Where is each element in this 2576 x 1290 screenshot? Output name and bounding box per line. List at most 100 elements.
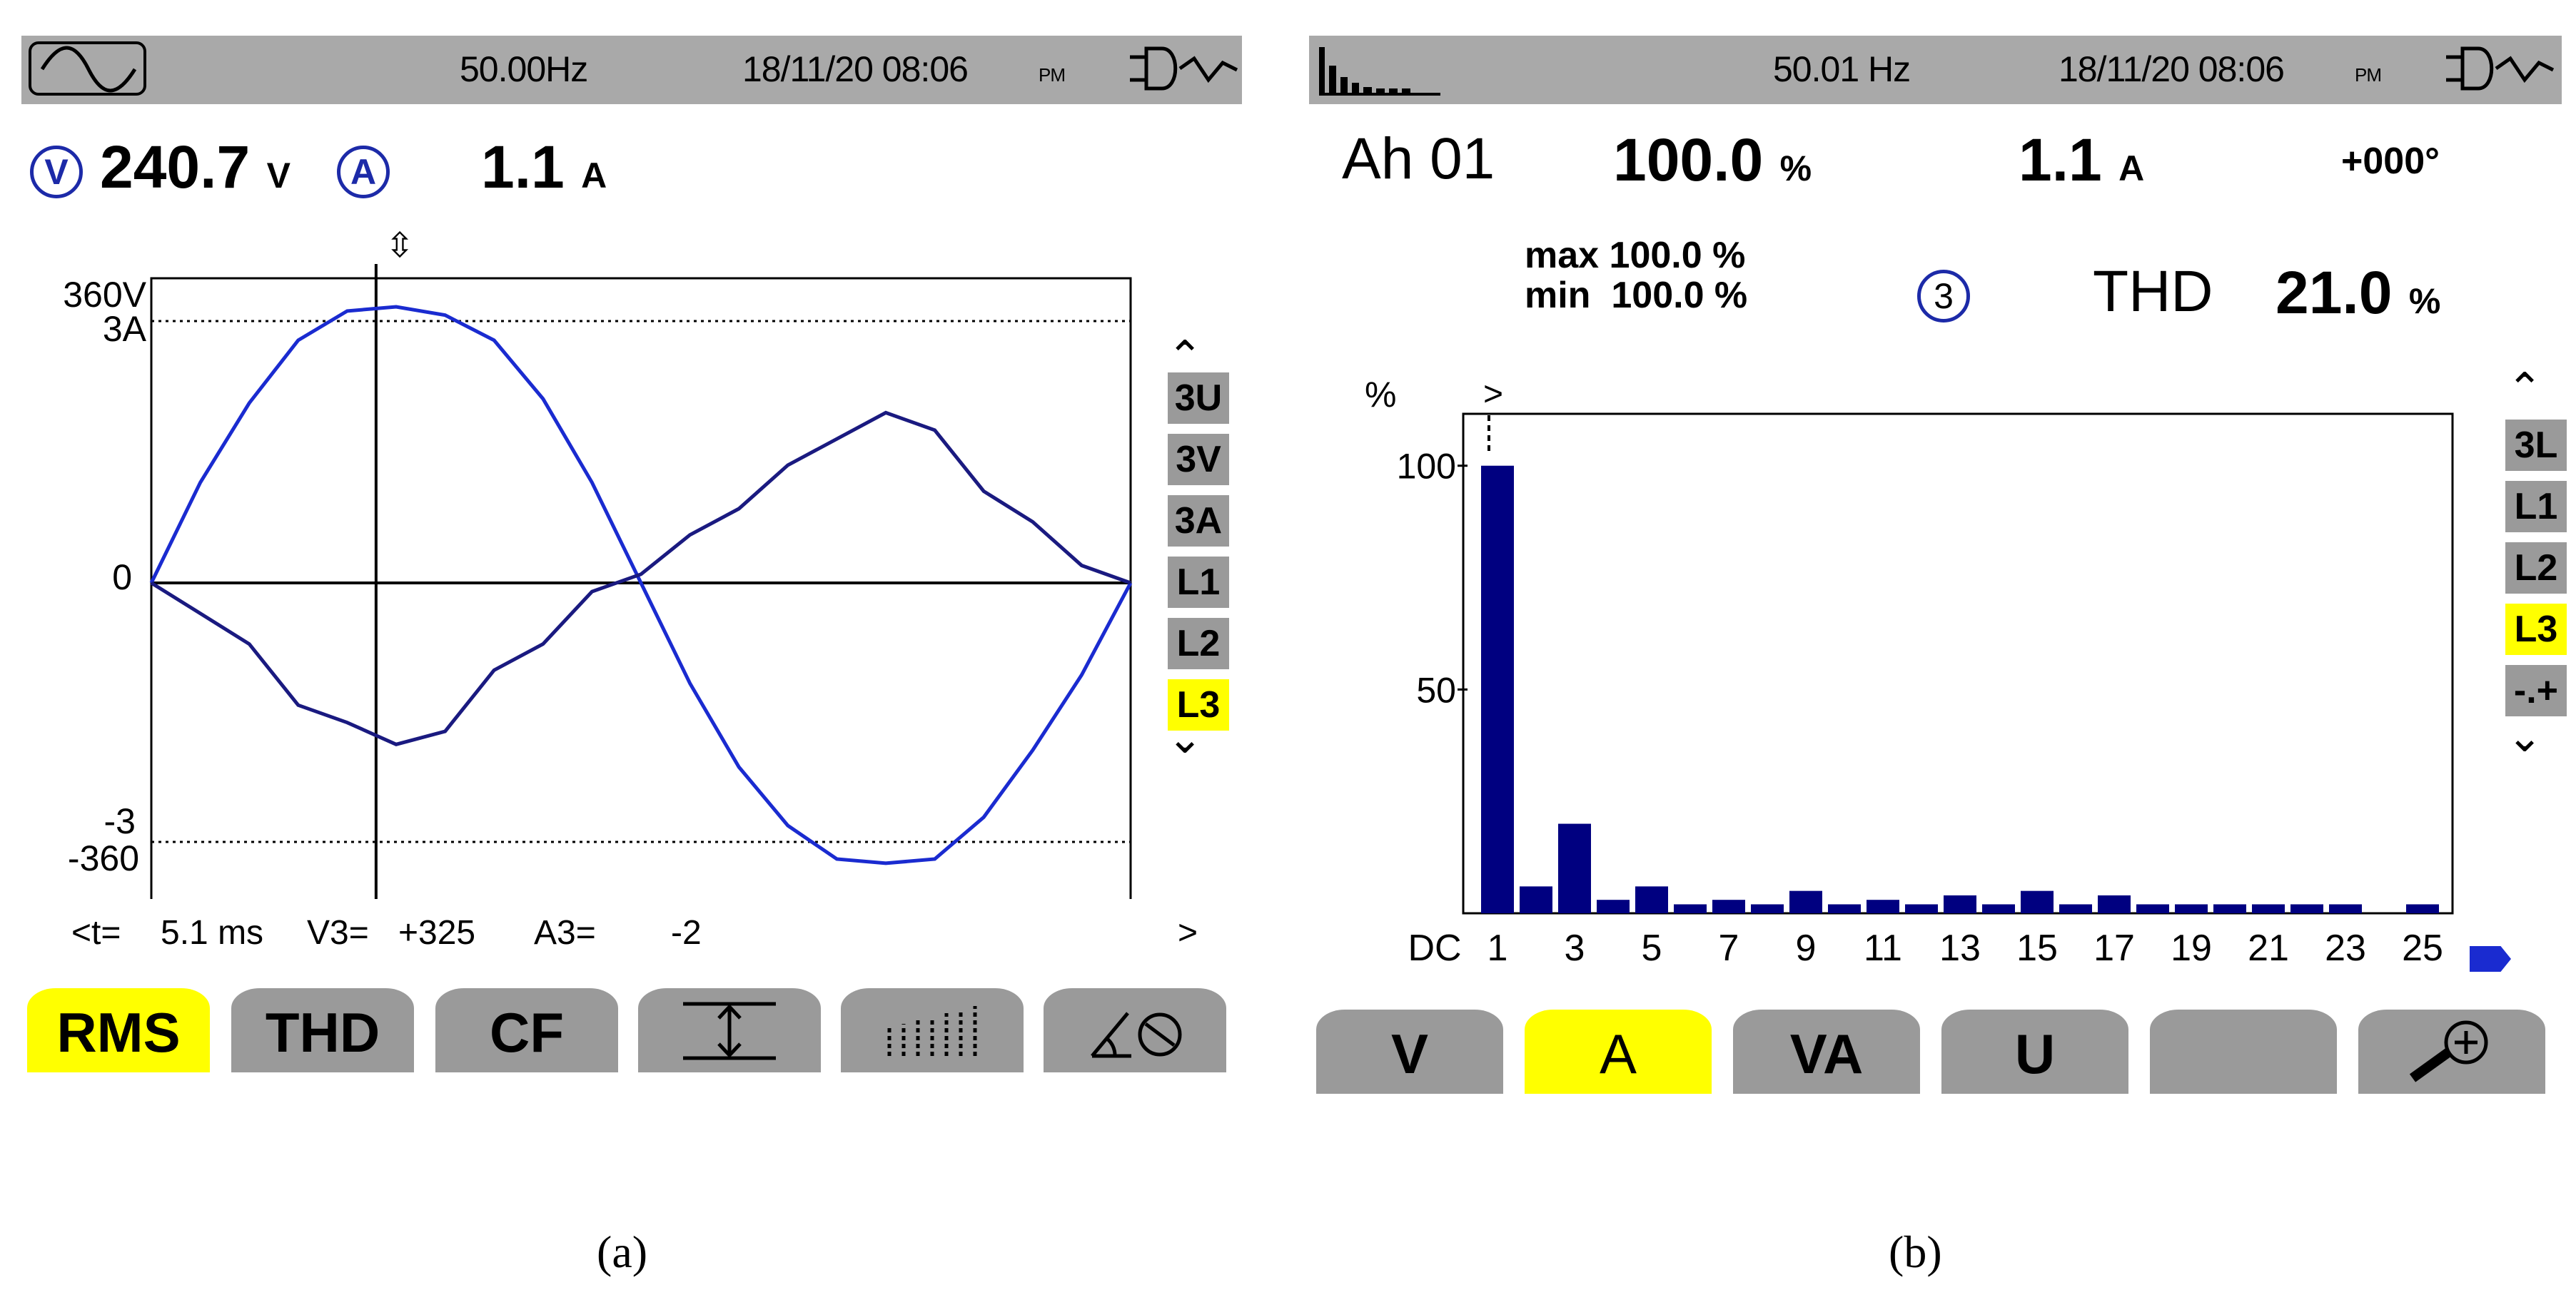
phasor-icon [1091, 1012, 1182, 1058]
harmonic-bar-16 [2059, 904, 2092, 913]
axis-zero: 0 [112, 557, 132, 597]
waveform-chart: 360V 3A 0 -3 -360 [63, 264, 1133, 899]
harmonic-current-number: 1.1 [2019, 126, 2102, 193]
x-tick-13: 13 [1939, 928, 1981, 969]
voltage-button[interactable]: V [1316, 1010, 1503, 1094]
side-b-3L-button[interactable]: 3L [2505, 420, 2567, 471]
cursor-marker-icon[interactable]: ⇳ [385, 227, 415, 265]
t-label: <t= [71, 914, 121, 952]
harmonic-bar-2 [1520, 886, 1552, 913]
scroll-up-icon-b[interactable]: ⌃ [2507, 365, 2543, 412]
thd-unit: % [2408, 281, 2441, 321]
side-3A-button[interactable]: 3A [1168, 495, 1229, 547]
panel-harmonics: 50.01 Hz 18/11/20 08:06 PM Ah 01 100.0 %… [1299, 0, 2576, 1277]
harmonics-mode-icon[interactable] [1316, 44, 1445, 102]
x-tick-1: 1 [1487, 928, 1508, 969]
v-label: V3= [307, 914, 369, 952]
phasor-button[interactable] [1044, 988, 1226, 1072]
harmonic-bar-7 [1712, 900, 1745, 913]
side-L3-button[interactable]: L3 [1168, 679, 1229, 731]
harmonic-bar-5 [1635, 886, 1668, 913]
x-tick-DC: DC [1408, 928, 1461, 969]
harmonic-bar-6 [1674, 904, 1707, 913]
voltage-icon[interactable]: V [30, 146, 83, 198]
cf-button[interactable]: CF [435, 988, 618, 1072]
a-label: A3= [534, 914, 596, 952]
v-value: +325 [398, 914, 476, 952]
x-tick-3: 3 [1565, 928, 1585, 969]
thd-button[interactable]: THD [231, 988, 414, 1072]
selection-arrow-icon[interactable]: > [1483, 375, 1503, 413]
ampm-indicator: PM [1039, 64, 1066, 86]
status-bar-b: 50.01 Hz 18/11/20 08:06 PM [1309, 36, 2562, 104]
phase-3-icon[interactable]: 3 [1917, 270, 1970, 322]
voltage-unit: V [266, 156, 291, 195]
power-plug-icon [1126, 44, 1241, 98]
harmonic-current: 1.1 A [2019, 126, 2144, 195]
thd-value: 21.0 % [2276, 258, 2440, 327]
harmonic-bar-4 [1597, 900, 1630, 913]
x-tick-25: 25 [2402, 928, 2443, 969]
side-b--button[interactable]: -.+ [2505, 665, 2567, 716]
side-L1-button[interactable]: L1 [1168, 557, 1229, 608]
harmonic-bar-19 [2175, 904, 2208, 913]
vertical-range-icon [683, 1002, 776, 1060]
caption-b: (b) [1889, 1226, 1942, 1277]
scroll-right-icon[interactable] [2470, 946, 2511, 972]
x-tick-15: 15 [2016, 928, 2058, 969]
scroll-up-icon[interactable]: ⌃ [1167, 332, 1203, 380]
ampm-indicator-b: PM [2355, 64, 2382, 86]
x-tick-19: 19 [2171, 928, 2212, 969]
percent-number: 100.0 [1613, 126, 1764, 193]
side-L2-button[interactable]: L2 [1168, 618, 1229, 669]
harmonic-bar-23 [2329, 904, 2362, 913]
y-axis-unit: % [1365, 375, 1396, 415]
harmonic-bar-9 [1789, 890, 1822, 913]
waveform-a3 [150, 410, 1131, 746]
harmonics-bars-button[interactable] [841, 988, 1024, 1072]
scroll-down-icon-b[interactable]: ⌄ [2507, 713, 2543, 761]
min-max-block: max 100.0 % min 100.0 % [1525, 235, 1747, 315]
side-3U-button[interactable]: 3U [1168, 372, 1229, 424]
side-3V-button[interactable]: 3V [1168, 434, 1229, 485]
current-value: 1.1 A [481, 133, 607, 202]
bars-grid-icon [887, 1006, 977, 1056]
harmonic-bar-11 [1867, 900, 1899, 913]
blank-button[interactable] [2150, 1010, 2337, 1094]
harmonic-bar-22 [2290, 904, 2323, 913]
cursor-scale-button[interactable] [638, 988, 821, 1072]
harmonic-bar-3 [1558, 823, 1591, 913]
waveform-mode-icon[interactable] [29, 41, 146, 96]
axis-bottom-v: -360 [68, 838, 139, 878]
caption-a: (a) [597, 1226, 648, 1277]
side-b-L1-button[interactable]: L1 [2505, 481, 2567, 532]
harmonic-bar-18 [2136, 904, 2169, 913]
side-b-L3-button[interactable]: L3 [2505, 604, 2567, 655]
harmonic-rank: Ah 01 [1342, 126, 1495, 191]
y-tick-100: 100 [1397, 447, 1456, 487]
harmonic-current-unit: A [2118, 148, 2145, 188]
min-value: 100.0 % [1611, 275, 1748, 316]
zoom-button[interactable] [2358, 1010, 2545, 1094]
waveform-v3 [149, 305, 1133, 865]
x-tick-11: 11 [1864, 928, 1902, 969]
max-label: max [1525, 235, 1600, 276]
current-button[interactable]: A [1525, 1010, 1712, 1094]
side-b-L2-button[interactable]: L2 [2505, 542, 2567, 594]
voltage-value: 240.7 V [100, 133, 291, 202]
va-button[interactable]: VA [1733, 1010, 1920, 1094]
harmonic-bar-20 [2213, 904, 2246, 913]
percent-unit: % [1779, 148, 1812, 188]
thd-number: 21.0 [2276, 259, 2393, 326]
x-tick-23: 23 [2325, 928, 2366, 969]
harmonic-bar-17 [2098, 895, 2131, 913]
current-icon[interactable]: A [337, 146, 390, 198]
rms-button[interactable]: RMS [27, 988, 210, 1072]
u-button[interactable]: U [1941, 1010, 2128, 1094]
datetime-readout-b: 18/11/20 08:06 [2059, 49, 2285, 89]
zoom-in-icon [2409, 1020, 2488, 1082]
cursor-next-arrow[interactable]: > [1178, 914, 1198, 952]
harmonic-bar-25 [2406, 904, 2439, 913]
axis-top-v: 360V [63, 275, 146, 315]
thd-label: THD [2093, 259, 2213, 324]
